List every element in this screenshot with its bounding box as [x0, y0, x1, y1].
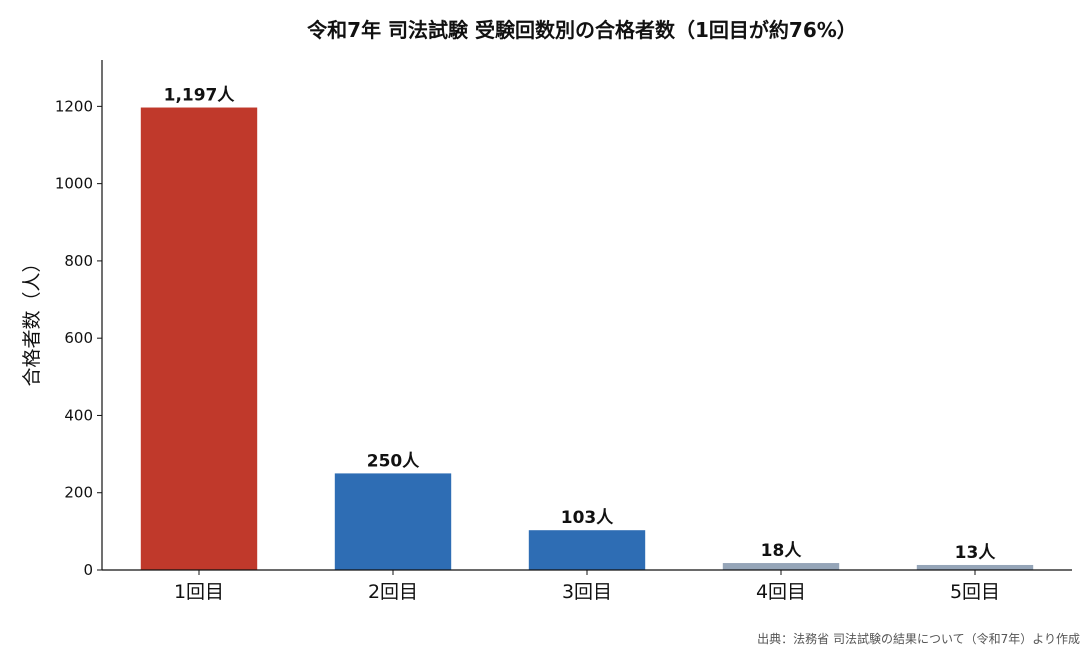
y-tick-label: 600: [64, 329, 93, 347]
x-tick-label: 2回目: [368, 581, 418, 603]
data-label: 103人: [561, 508, 614, 528]
data-labels-group: 1,197人 250人 103人 18人 13人: [164, 86, 997, 563]
y-axis: 0 200 400 600 800 1000 1200: [55, 97, 102, 579]
data-label: 18人: [761, 541, 803, 561]
y-tick-label: 800: [64, 252, 93, 270]
bar: [722, 563, 840, 570]
bar: [140, 107, 258, 570]
y-tick-label: 200: [64, 484, 93, 502]
bar: [334, 473, 452, 570]
chart-title: 令和7年 司法試験 受験回数別の合格者数（1回目が約76%）: [307, 18, 857, 42]
y-tick-label: 0: [83, 561, 93, 579]
x-tick-label: 4回目: [756, 581, 806, 603]
x-tick-label: 3回目: [562, 581, 612, 603]
bar: [916, 564, 1034, 570]
y-tick-label: 400: [64, 406, 93, 424]
y-axis-label: 合格者数（人）: [21, 253, 43, 386]
data-label: 1,197人: [164, 86, 236, 106]
x-tick-label: 5回目: [950, 581, 1000, 603]
y-tick-label: 1000: [55, 175, 93, 193]
x-axis: 1回目 2回目 3回目 4回目 5回目: [174, 570, 1000, 603]
bars-group: [140, 107, 1034, 570]
y-tick-label: 1200: [55, 97, 93, 115]
source-note: 出典：法務省 司法試験の結果について（令和7年）より作成: [757, 631, 1080, 646]
data-label: 13人: [955, 543, 997, 563]
bar: [528, 530, 646, 570]
data-label: 250人: [367, 451, 420, 471]
x-tick-label: 1回目: [174, 581, 224, 603]
